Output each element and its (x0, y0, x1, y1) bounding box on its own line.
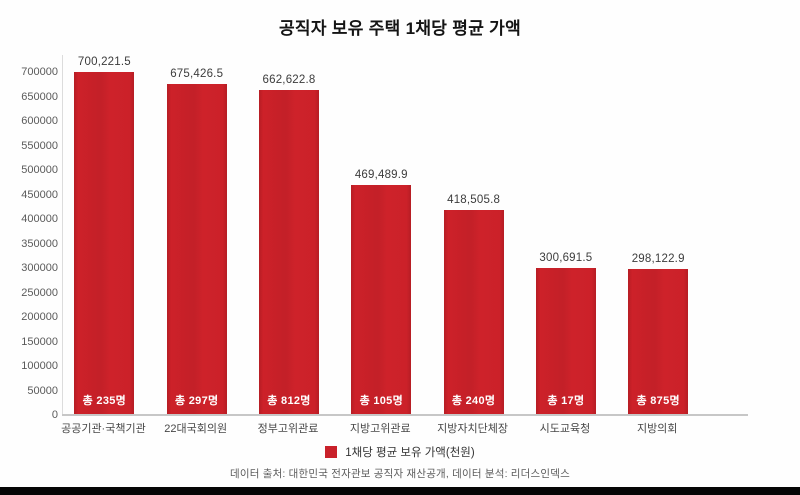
y-axis-tick: 250000 (21, 286, 58, 299)
y-axis-tick: 500000 (21, 164, 58, 176)
bar-value-label: 700,221.5 (77, 55, 131, 68)
x-axis: 공공기관·국책기관 22대국회의원 정부고위관료 지방고위관료 지방자치단체장 시도교육청… (61, 420, 748, 438)
plot-area: 700,221.5 총 235명 675,426.5 총 297명 662,622.8 총… (62, 55, 749, 415)
bar: 300,691.5 총 17명 (535, 252, 596, 415)
y-axis-tick: 700000 (21, 66, 58, 78)
data-source-caption: 데이터 출처: 대한민국 전자관보 공직자 재산공개, 데이터 분석: 리더스인… (230, 468, 570, 480)
legend-swatch-icon (325, 446, 338, 458)
y-axis-tick: 550000 (21, 139, 58, 152)
bar-count-badge: 총 875명 (636, 395, 680, 407)
bar-count-badge: 총 812명 (267, 395, 311, 407)
bar: 675,426.5 총 297명 (166, 68, 227, 415)
bottom-letterbox-bar (0, 487, 800, 495)
bar: 298,122.9 총 875명 (628, 253, 689, 415)
bar-value-label: 675,426.5 (170, 68, 224, 81)
chart-title: 공직자 보유 주택 1채당 평균 가액 (278, 19, 522, 38)
y-axis-tick: 0 (51, 409, 58, 421)
bar-value-label: 300,691.5 (539, 251, 593, 264)
legend: 1채당 평균 보유 가액(천원) (0, 444, 800, 460)
bar: 469,489.9 총 105명 (351, 169, 412, 415)
x-axis-label: 시도교육청 (539, 423, 591, 435)
x-axis-label: 지방의회 (636, 423, 678, 435)
bar: 662,622.8 총 812명 (259, 74, 319, 415)
bar-count-badge: 총 240명 (451, 395, 496, 407)
bar-value-label: 298,122.9 (631, 252, 685, 265)
y-axis: 0 50000 100000 150000 200000 250000 300000 3500… (0, 55, 58, 421)
bar: 418,505.8 총 240명 (443, 194, 504, 415)
legend-label: 1채당 평균 보유 가액(천원) (345, 447, 475, 459)
x-axis-label: 지방자치단체장 (437, 423, 509, 435)
y-axis-tick: 300000 (21, 262, 58, 274)
bar-value-label: 662,622.8 (262, 74, 316, 87)
y-axis-tick: 150000 (21, 335, 58, 348)
bar: 700,221.5 총 235명 (74, 56, 135, 415)
bar-count-badge: 총 105명 (359, 395, 404, 407)
bar-count-badge: 총 235명 (82, 395, 127, 407)
y-axis-tick: 200000 (21, 311, 58, 323)
bar-value-label: 418,505.8 (447, 193, 501, 206)
y-axis-tick: 600000 (21, 115, 58, 127)
y-axis-tick: 50000 (27, 384, 58, 397)
x-axis-label: 공공기관·국책기관 (61, 423, 146, 435)
x-axis-label: 22대국회의원 (164, 423, 228, 435)
y-axis-tick: 650000 (21, 90, 58, 103)
y-axis-tick: 400000 (21, 213, 58, 225)
bar-count-badge: 총 297명 (174, 395, 219, 407)
x-axis-label: 정부고위관료 (257, 423, 319, 435)
bar-value-label: 469,489.9 (354, 168, 408, 181)
x-axis-label: 지방고위관료 (349, 423, 411, 435)
y-axis-tick: 100000 (21, 360, 58, 372)
x-axis-line (62, 414, 748, 416)
y-axis-tick: 350000 (21, 237, 58, 250)
y-axis-tick: 450000 (21, 188, 58, 201)
bar-count-badge: 총 17명 (547, 395, 585, 407)
